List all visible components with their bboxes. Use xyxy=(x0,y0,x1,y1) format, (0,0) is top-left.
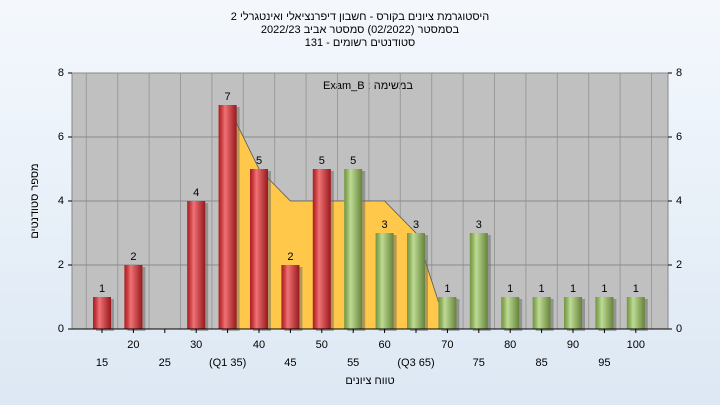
data-label: 1 xyxy=(601,283,607,295)
x-tick-label: 55 xyxy=(347,357,359,369)
data-label: 5 xyxy=(256,155,262,167)
x-tick-label: 15 xyxy=(96,357,108,369)
x-tick-label: 100 xyxy=(627,339,645,351)
data-label: 1 xyxy=(633,283,639,295)
bar-shine xyxy=(281,265,300,329)
title-line: סטודנטים רשומים - 131 xyxy=(305,37,416,49)
x-tick-label: (Q1 35) xyxy=(209,357,246,369)
x-tick-label: 25 xyxy=(159,357,171,369)
x-tick-label: 70 xyxy=(441,339,453,351)
annotation: Exam_B : במשימה xyxy=(323,80,413,92)
x-tick-label: 45 xyxy=(284,357,296,369)
data-label: 3 xyxy=(413,219,419,231)
data-label: 3 xyxy=(476,219,482,231)
x-tick-label: 95 xyxy=(598,357,610,369)
bar-shine xyxy=(595,297,614,329)
y2-tick-label: 4 xyxy=(676,195,682,207)
bar-shine xyxy=(250,169,268,329)
data-label: 1 xyxy=(444,283,450,295)
x-tick-label: 90 xyxy=(567,339,579,351)
bar-shine xyxy=(469,233,488,329)
data-label: 3 xyxy=(382,219,388,231)
y2-tick-label: 8 xyxy=(676,67,682,79)
x-tick-label: (Q3 65) xyxy=(397,357,434,369)
title-line: היסטוגרמת ציונים בקורס - חשבון דיפרנציאל… xyxy=(231,10,489,23)
title-line: בסמסטר (02/2022) סמסטר אביב 2022/23 xyxy=(261,24,460,36)
x-tick-label: 20 xyxy=(127,339,139,351)
bar-shine xyxy=(532,297,551,329)
bar-shine xyxy=(187,201,206,329)
x-tick-label: 75 xyxy=(473,357,485,369)
data-label: 2 xyxy=(287,251,293,263)
bar-shine xyxy=(564,297,582,329)
bar-shine xyxy=(438,297,457,329)
x-tick-label: 30 xyxy=(190,339,202,351)
y-tick-label: 0 xyxy=(58,323,64,335)
y-tick-label: 8 xyxy=(58,67,64,79)
data-label: 7 xyxy=(225,91,231,103)
y2-tick-label: 2 xyxy=(676,259,682,271)
x-axis-label: טווח ציונים xyxy=(345,375,394,387)
bar-shine xyxy=(344,169,363,329)
bar-shine xyxy=(312,169,331,329)
x-tick-label: 80 xyxy=(504,339,516,351)
bar-shine xyxy=(124,265,143,329)
bar-shine xyxy=(626,297,645,329)
x-tick-label: 50 xyxy=(316,339,328,351)
data-label: 1 xyxy=(539,283,545,295)
y2-tick-label: 6 xyxy=(676,131,682,143)
y-tick-label: 2 xyxy=(58,259,64,271)
y2-tick-label: 0 xyxy=(676,323,682,335)
data-label: 1 xyxy=(507,283,513,295)
data-label: 1 xyxy=(570,283,576,295)
bar-shine xyxy=(407,233,425,329)
x-tick-label: 40 xyxy=(253,339,265,351)
data-label: 5 xyxy=(319,155,325,167)
y-axis-label: מספר סטודנטים xyxy=(29,163,41,238)
y-tick-label: 6 xyxy=(58,131,64,143)
bar-shine xyxy=(93,297,111,329)
bar-shine xyxy=(218,105,237,329)
data-label: 2 xyxy=(130,251,136,263)
bar-shine xyxy=(501,297,520,329)
x-tick-label: 60 xyxy=(378,339,390,351)
data-label: 1 xyxy=(99,283,105,295)
bar-shine xyxy=(375,233,394,329)
x-tick-label: 85 xyxy=(535,357,547,369)
data-label: 5 xyxy=(350,155,356,167)
y-tick-label: 4 xyxy=(58,195,64,207)
data-label: 4 xyxy=(193,187,199,199)
